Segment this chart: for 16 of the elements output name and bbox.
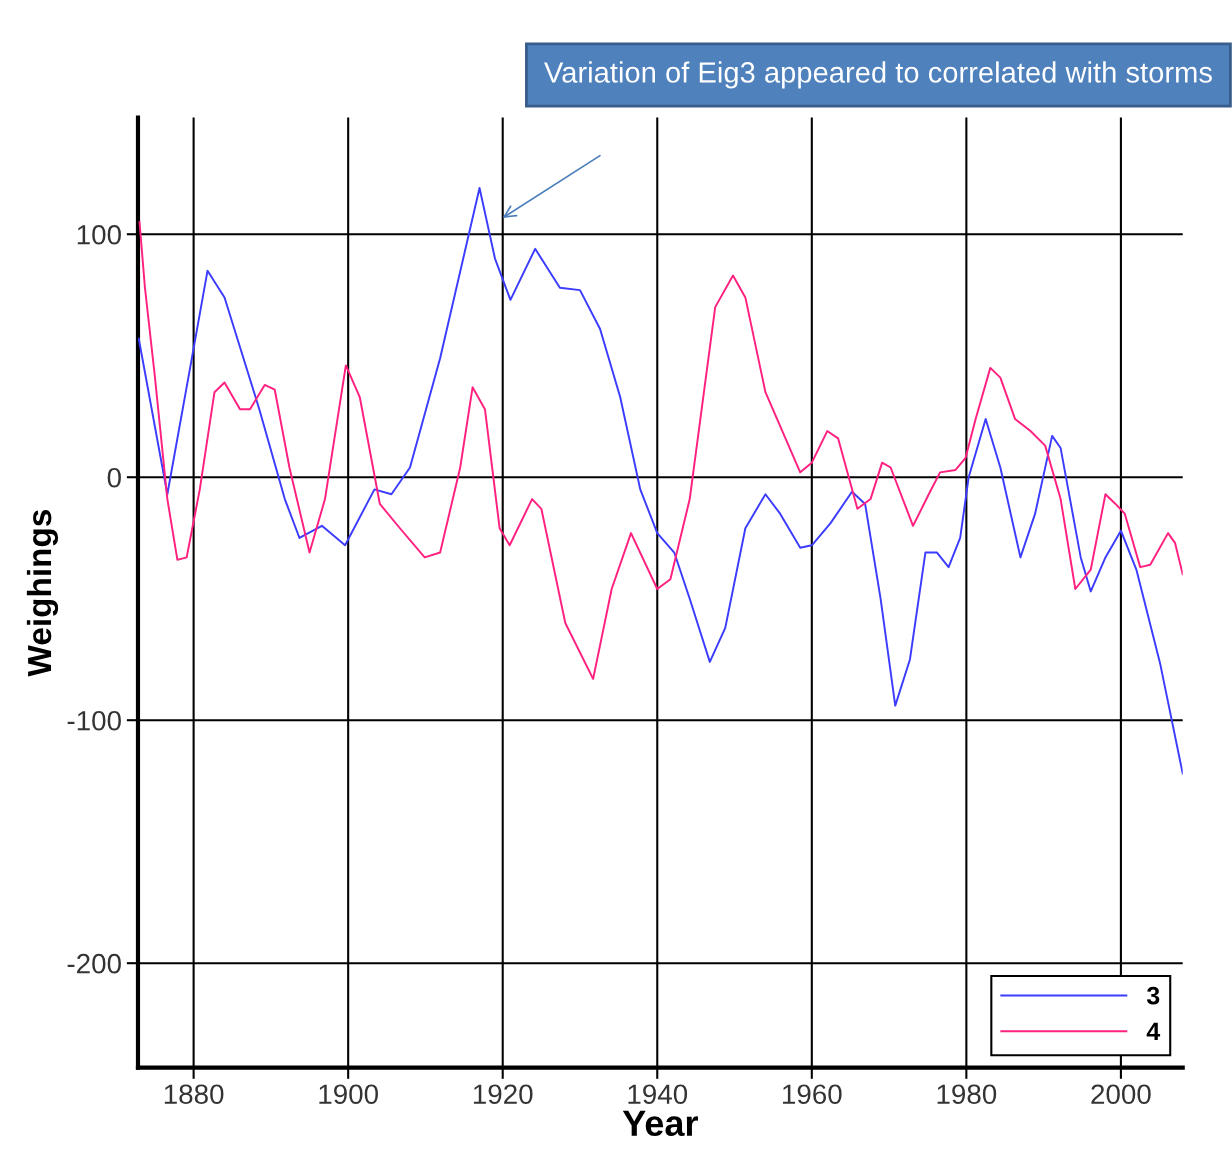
x-tick-label: 1900: [319, 1084, 378, 1105]
y-axis-title: Weighings: [26, 510, 59, 677]
x-tick-label: 1880: [164, 1084, 224, 1105]
y-tick-label: 100: [77, 224, 121, 245]
y-tick-label: -100: [67, 710, 121, 731]
legend-label: 3: [1146, 986, 1160, 1005]
x-tick-label: 1940: [628, 1084, 688, 1105]
x-tick-label: 2000: [1091, 1084, 1151, 1105]
text: Variation of Eig3 appeared to correlated with storms: [544, 61, 1212, 89]
y-tick-label: -200: [67, 953, 121, 974]
x-axis-title: Year: [622, 1110, 698, 1137]
x-tick-label: 1920: [473, 1084, 533, 1105]
x-tick-label: 1980: [937, 1084, 997, 1105]
legend-label: 4: [1146, 1022, 1161, 1040]
x-tick-label: 1960: [783, 1084, 842, 1105]
y-tick-label: 0: [107, 467, 121, 488]
